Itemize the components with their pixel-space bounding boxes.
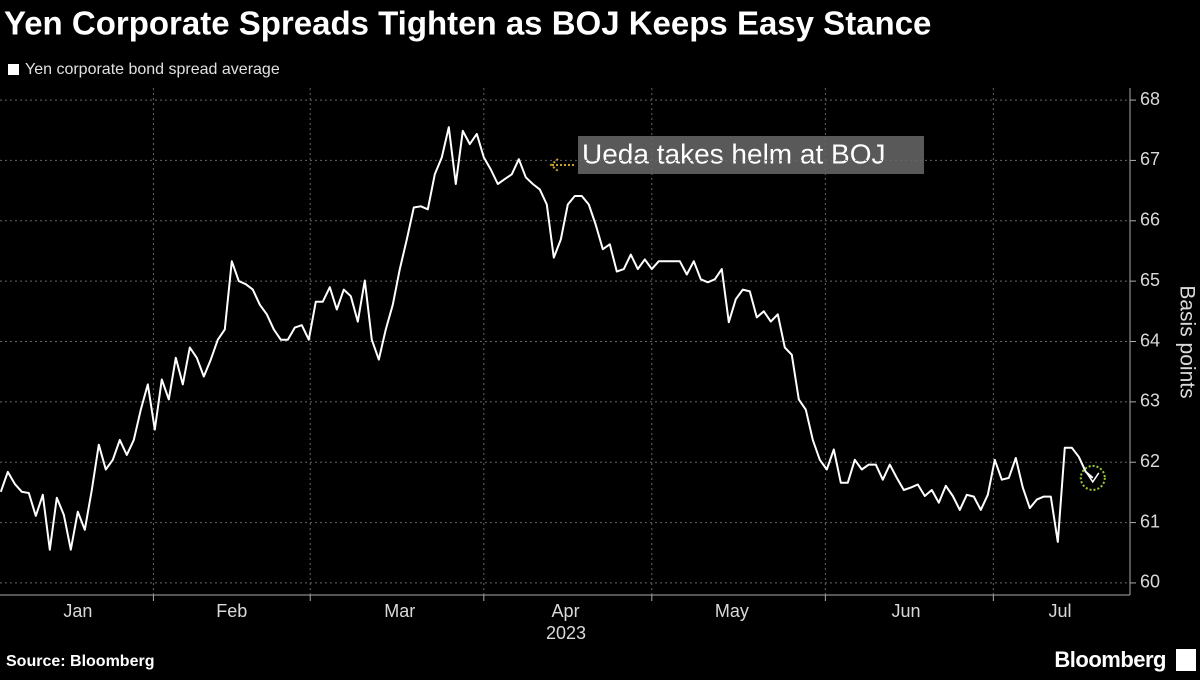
highlight-circle — [1079, 464, 1106, 491]
x-tick-label: Apr — [552, 601, 580, 621]
brand-icon — [1176, 649, 1196, 671]
highlight-check — [1086, 472, 1100, 484]
annotation-box — [578, 136, 924, 174]
source: Source: Bloomberg — [6, 653, 154, 670]
x-tick-label: Jan — [63, 601, 92, 621]
y-axis-label: Basis points — [1175, 285, 1198, 398]
annotation: Ueda takes helm at BOJ — [582, 138, 885, 169]
x-tick-label: Feb — [216, 601, 247, 621]
y-tick-label: 61 — [1140, 511, 1160, 531]
y-tick-label: 67 — [1140, 149, 1160, 169]
x-axis-label: 2023 — [546, 623, 586, 643]
y-tick-label: 68 — [1140, 89, 1160, 109]
legend-swatch — [8, 64, 19, 75]
y-tick-label: 63 — [1140, 391, 1160, 411]
line-series — [0, 126, 1094, 551]
y-tick-label: 64 — [1140, 330, 1160, 350]
x-tick-label: Jun — [892, 601, 921, 621]
x-tick-label: Jul — [1048, 601, 1071, 621]
y-tick-label: 65 — [1140, 270, 1160, 290]
x-tick-label: May — [715, 601, 749, 621]
annotation-arrowhead — [549, 158, 559, 172]
y-tick-label: 60 — [1140, 572, 1160, 592]
brand: Bloomberg — [1054, 647, 1166, 672]
y-tick-label: 62 — [1140, 451, 1160, 471]
y-tick-label: 66 — [1140, 210, 1160, 230]
x-tick-label: Mar — [384, 601, 415, 621]
chart-title: Yen Corporate Spreads Tighten as BOJ Kee… — [4, 5, 931, 42]
legend-label: Yen corporate bond spread average — [25, 61, 280, 78]
